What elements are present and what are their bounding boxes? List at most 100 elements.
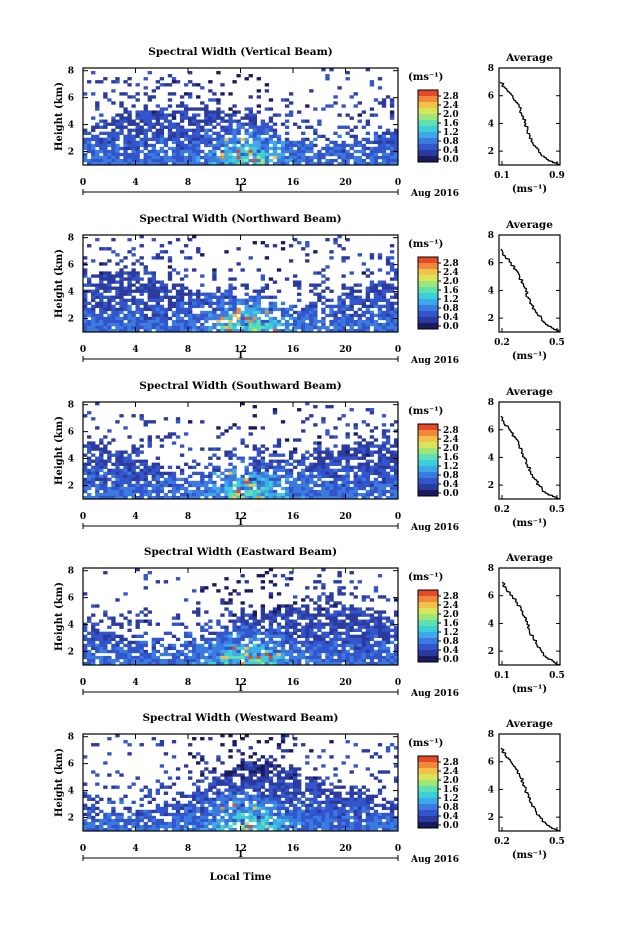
heatmap-cell — [252, 149, 257, 154]
heatmap-cell — [288, 764, 294, 768]
heatmap-cell — [131, 477, 136, 482]
heatmap-cell — [365, 325, 371, 330]
heatmap-cell — [325, 643, 330, 648]
heatmap-cell — [232, 149, 237, 154]
heatmap-cell — [365, 640, 371, 645]
heatmap-cell — [188, 146, 193, 151]
heatmap-cell — [103, 161, 108, 166]
heatmap-cell — [329, 313, 334, 318]
heatmap-cell — [280, 649, 286, 654]
heatmap-cell — [313, 622, 318, 626]
heatmap-cell — [91, 149, 96, 154]
heatmap-cell — [301, 471, 306, 476]
heatmap-cell — [297, 661, 302, 666]
heatmap-cell — [248, 313, 253, 318]
heatmap-cell — [288, 468, 294, 473]
heatmap-cell — [252, 622, 257, 626]
heatmap-cell — [309, 149, 314, 154]
heatmap-cell — [192, 158, 197, 163]
heatmap-cell — [232, 119, 237, 123]
heatmap-cell — [244, 298, 249, 302]
heatmap-cell — [147, 155, 152, 160]
heatmap-cell — [280, 486, 286, 491]
heatmap-cell — [248, 658, 253, 663]
heatmap-cell — [111, 307, 116, 312]
heatmap-cell — [337, 474, 342, 479]
heatmap-cell — [175, 483, 181, 488]
profile-y-tick-label: 6 — [488, 92, 494, 102]
heatmap-cell — [389, 313, 395, 318]
heatmap-cell — [297, 767, 302, 771]
heatmap-cell — [220, 292, 225, 296]
heatmap-cell — [115, 146, 120, 151]
heatmap-cell — [337, 571, 342, 575]
heatmap-cell — [87, 319, 92, 324]
heatmap-cell — [288, 450, 294, 454]
heatmap-cell — [171, 486, 177, 491]
heatmap-cell — [337, 86, 342, 90]
heatmap-cell — [276, 770, 282, 774]
heatmap-cell — [272, 613, 278, 617]
heatmap-cell — [103, 465, 108, 469]
heatmap-cell — [313, 322, 318, 327]
heatmap-cell — [127, 435, 132, 439]
heatmap-cell — [175, 767, 181, 771]
heatmap-cell — [357, 101, 362, 105]
heatmap-cell — [91, 770, 96, 774]
heatmap-cell — [389, 301, 395, 306]
heatmap-cell — [183, 486, 189, 491]
heatmap-cell — [135, 322, 140, 327]
heatmap-cell — [385, 616, 391, 620]
heatmap-cell — [224, 310, 229, 315]
heatmap-cell — [385, 137, 391, 142]
heatmap-cell — [87, 411, 92, 415]
heatmap-cell — [325, 492, 330, 497]
heatmap-cell — [329, 637, 334, 642]
heatmap-cell — [349, 328, 354, 333]
heatmap-cell — [111, 622, 116, 626]
colorbar-swatch — [418, 275, 438, 282]
heatmap-cell — [83, 637, 88, 642]
heatmap-cell — [280, 98, 286, 102]
heatmap-cell — [236, 161, 241, 166]
heatmap-cell — [95, 782, 100, 786]
heatmap-cell — [236, 310, 241, 315]
colorbar-swatch — [418, 269, 438, 276]
heatmap-cell — [268, 119, 274, 123]
heatmap-cell — [293, 477, 298, 482]
heatmap-cell — [252, 652, 257, 657]
heatmap-cell — [309, 89, 314, 93]
heatmap-cell — [127, 83, 132, 87]
heatmap-cell — [220, 328, 225, 333]
heatmap-cell — [369, 319, 375, 324]
heatmap-cell — [385, 450, 391, 454]
heatmap-cell — [179, 444, 185, 448]
heatmap-cell — [293, 640, 298, 645]
heatmap-cell — [288, 152, 294, 157]
heatmap-cell — [119, 468, 124, 473]
heatmap-cell — [167, 125, 173, 129]
heatmap-cell — [147, 286, 152, 290]
heatmap-cell — [381, 610, 387, 614]
heatmap-cell — [220, 649, 225, 654]
heatmap-cell — [244, 468, 249, 473]
heatmap-cell — [139, 640, 144, 645]
heatmap-cell — [236, 301, 241, 306]
heatmap-cell — [268, 619, 274, 623]
heatmap-cell — [276, 746, 282, 750]
heatmap-cell — [385, 495, 391, 500]
heatmap-cell — [377, 322, 383, 327]
heatmap-cell — [329, 435, 334, 439]
heatmap-cell — [188, 313, 193, 318]
heatmap-cell — [361, 143, 366, 148]
heatmap-cell — [192, 83, 197, 87]
colorbar-tick-label: 2.8 — [443, 259, 459, 269]
heatmap-cell — [325, 616, 330, 620]
heatmap-cell — [349, 313, 354, 318]
heatmap-cell — [345, 131, 350, 135]
heatmap-cell — [369, 649, 375, 654]
heatmap-cell — [361, 492, 366, 497]
heatmap-cell — [183, 131, 189, 135]
heatmap-cell — [280, 613, 286, 617]
heatmap-cell — [95, 637, 100, 642]
